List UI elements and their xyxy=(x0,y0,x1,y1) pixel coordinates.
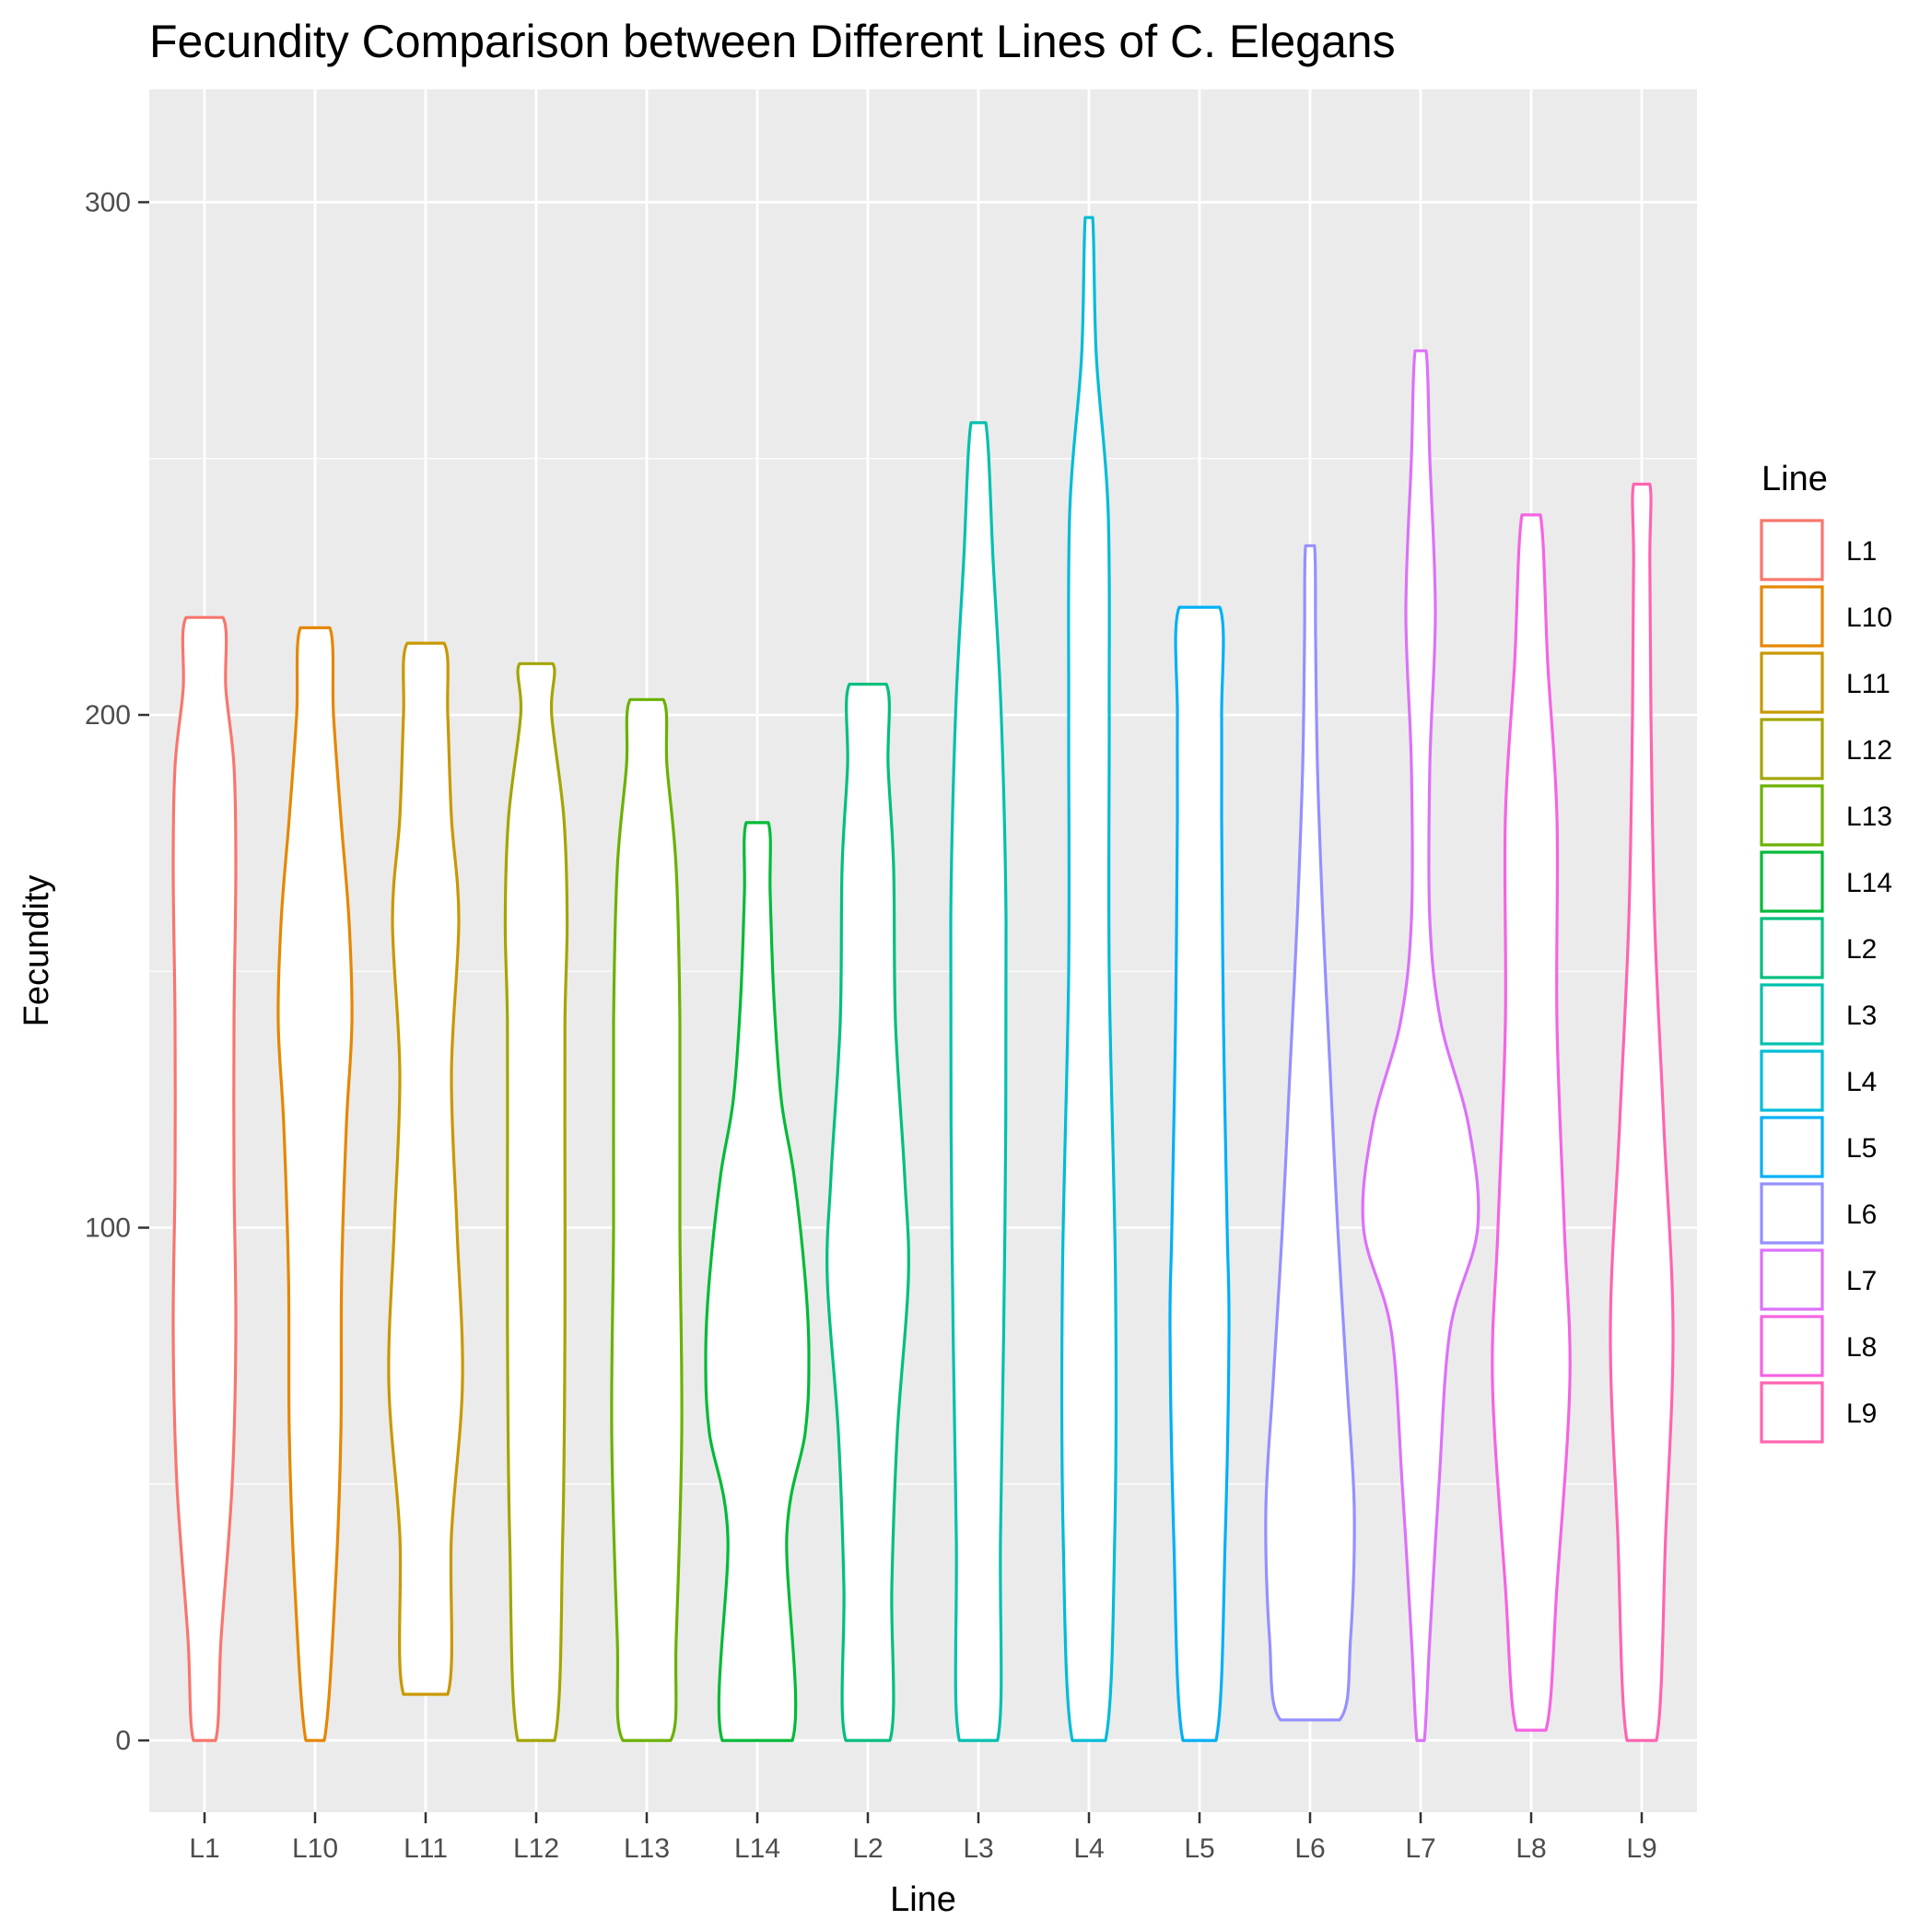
x-tick-label: L14 xyxy=(734,1833,780,1864)
legend-label: L10 xyxy=(1846,603,1892,633)
x-tick-label: L10 xyxy=(292,1833,338,1864)
x-tick-label: L6 xyxy=(1294,1833,1325,1864)
y-tick-label: 0 xyxy=(115,1726,131,1756)
violin-L10 xyxy=(276,626,354,1742)
legend-key xyxy=(1760,1381,1824,1444)
legend-label: L12 xyxy=(1846,735,1892,766)
legend-label: L6 xyxy=(1846,1200,1877,1230)
legend-key xyxy=(1760,1248,1824,1311)
x-tick-label: L11 xyxy=(404,1833,448,1864)
legend-key xyxy=(1760,585,1824,648)
legend-key xyxy=(1760,519,1824,581)
y-axis: 0 100 200 300 xyxy=(85,187,149,1756)
y-tick-label: 200 xyxy=(85,700,131,731)
x-tick-label: L7 xyxy=(1405,1833,1435,1864)
legend-key xyxy=(1760,917,1824,979)
y-axis-title: Fecundity xyxy=(18,875,56,1027)
violin-L5 xyxy=(1168,605,1231,1742)
violin-L1 xyxy=(171,615,238,1742)
x-tick-label: L1 xyxy=(189,1833,219,1864)
legend-key xyxy=(1760,651,1824,714)
legend-key xyxy=(1760,784,1824,847)
legend-label: L3 xyxy=(1846,1001,1877,1031)
y-tick-label: 100 xyxy=(85,1213,131,1244)
x-tick-label: L8 xyxy=(1516,1833,1546,1864)
violin-L4 xyxy=(1059,216,1118,1742)
x-tick-label: L2 xyxy=(852,1833,883,1864)
legend-label: L11 xyxy=(1846,669,1890,699)
legend-items: L1 L10 L11 L12 L13 L14 L2 L3 L4 L5 L6 L7 L8 L9 xyxy=(1760,519,1892,1444)
legend-key xyxy=(1760,1182,1824,1245)
legend-key xyxy=(1760,718,1824,780)
y-tick-label: 300 xyxy=(85,187,131,217)
legend-label: L2 xyxy=(1846,934,1877,965)
legend-label: L7 xyxy=(1846,1266,1877,1296)
legend-title: Line xyxy=(1761,460,1828,498)
legend-label: L1 xyxy=(1846,536,1877,567)
legend-key xyxy=(1760,1315,1824,1377)
legend-key xyxy=(1760,850,1824,913)
x-tick-label: L3 xyxy=(963,1833,993,1864)
x-axis: L1 L10 L11 L12 L13 L14 L2 L3 L4 L5 L6 L7 L8 L9 xyxy=(189,1812,1657,1864)
plot-panel xyxy=(149,89,1697,1812)
violin-L8 xyxy=(1491,513,1572,1732)
legend-key xyxy=(1760,1116,1824,1178)
legend-label: L4 xyxy=(1846,1067,1877,1097)
violin-L3 xyxy=(949,421,1008,1742)
violin-L14 xyxy=(704,821,811,1742)
legend-label: L5 xyxy=(1846,1133,1877,1164)
violin-L7 xyxy=(1361,349,1480,1742)
x-tick-label: L13 xyxy=(624,1833,670,1864)
violin-L12 xyxy=(503,662,569,1742)
x-axis-title: Line xyxy=(890,1880,956,1919)
legend-label: L13 xyxy=(1846,802,1892,832)
x-tick-label: L12 xyxy=(513,1833,559,1864)
legend-label: L8 xyxy=(1846,1332,1877,1363)
violin-L13 xyxy=(610,697,684,1742)
x-tick-label: L5 xyxy=(1184,1833,1214,1864)
violin-L2 xyxy=(825,683,910,1742)
legend-key xyxy=(1760,983,1824,1046)
chart-title: Fecundity Comparison between Different L… xyxy=(149,16,1396,67)
x-tick-label: L9 xyxy=(1626,1833,1656,1864)
legend: Line L1 L10 L11 L12 L13 L14 L2 L3 L4 L5 L6 L7 L8 L9 xyxy=(1760,460,1892,1444)
violin-L9 xyxy=(1609,482,1675,1742)
x-tick-label: L4 xyxy=(1073,1833,1104,1864)
legend-key xyxy=(1760,1049,1824,1112)
legend-label: L14 xyxy=(1846,868,1892,898)
violins xyxy=(171,216,1675,1742)
violin-L11 xyxy=(387,641,464,1696)
violin-L6 xyxy=(1264,544,1356,1722)
legend-label: L9 xyxy=(1846,1399,1877,1429)
